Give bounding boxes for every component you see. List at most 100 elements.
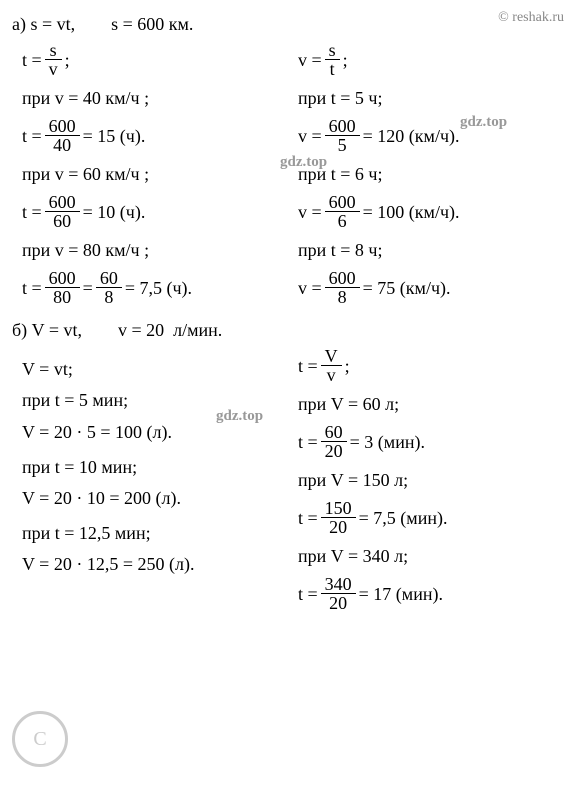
calc-t8: v = 600 8 = 75 (км/ч). — [298, 269, 451, 308]
calc-V340: t = 340 20 = 17 (мин). — [298, 575, 443, 614]
part-b-header: б) V = vt, v = 20 л/мин. — [12, 318, 564, 343]
given-t6: при t = 6 ч; — [298, 162, 564, 187]
lhs: v = — [298, 200, 322, 225]
suffix: ; — [343, 48, 348, 73]
numerator: 600 — [45, 193, 80, 212]
lhs: t = — [22, 48, 42, 73]
fraction: 600 80 — [45, 269, 80, 308]
watermark-reshak: © reshak.ru — [498, 8, 564, 28]
given-v80: при v = 80 км/ч ; — [22, 238, 278, 263]
given-t125min: при t = 12,5 мин; — [22, 521, 278, 546]
lhs: t = — [298, 430, 318, 455]
calc-V150: t = 150 20 = 7,5 (мин). — [298, 499, 447, 538]
mid: = — [83, 276, 93, 301]
fraction: s t — [325, 41, 340, 80]
denominator: v — [45, 60, 62, 80]
watermark-gdz-1: gdz.top — [280, 152, 327, 173]
result: = 17 (мин). — [359, 582, 443, 607]
denominator: 20 — [321, 518, 356, 538]
calc-v60: t = 600 60 = 10 (ч). — [22, 193, 145, 232]
fraction: 600 8 — [325, 269, 360, 308]
part-b-right-col: t = V v ; при V = 60 л; t = 60 20 = 3 (м… — [298, 347, 564, 620]
result: = 75 (км/ч). — [363, 276, 451, 301]
calc-t10min: V = 20 · 10 = 200 (л). — [22, 486, 278, 511]
calc-v40: t = 600 40 = 15 (ч). — [22, 117, 145, 156]
given-t5: при t = 5 ч; — [298, 86, 564, 111]
denominator: 80 — [45, 288, 80, 308]
lhs: t = — [298, 582, 318, 607]
fraction: 150 20 — [321, 499, 356, 538]
denominator: 20 — [321, 594, 356, 614]
numerator: s — [325, 41, 340, 60]
part-b-row: V = vt; при t = 5 мин; V = 20 · 5 = 100 … — [12, 347, 564, 620]
lhs: t = — [298, 506, 318, 531]
formula-v: v = s t ; — [298, 41, 348, 80]
denominator: 5 — [325, 136, 360, 156]
numerator: 60 — [321, 423, 347, 442]
part-b-left-col: V = vt; при t = 5 мин; V = 20 · 5 = 100 … — [12, 347, 278, 620]
lhs: t = — [22, 276, 42, 301]
calc-t5: v = 600 5 = 120 (км/ч). — [298, 117, 460, 156]
numerator: 600 — [45, 269, 80, 288]
fraction: 600 60 — [45, 193, 80, 232]
given-t8: при t = 8 ч; — [298, 238, 564, 263]
result: = 15 (ч). — [83, 124, 146, 149]
calc-v80: t = 600 80 = 60 8 = 7,5 (ч). — [22, 269, 192, 308]
result: = 3 (мин). — [350, 430, 425, 455]
denominator: 8 — [96, 288, 122, 308]
watermark-gdz-3: gdz.top — [216, 406, 263, 427]
result: = 7,5 (мин). — [359, 506, 448, 531]
numerator: 600 — [325, 269, 360, 288]
result: = 100 (км/ч). — [363, 200, 460, 225]
denominator: t — [325, 60, 340, 80]
part-a-right-col: v = s t ; при t = 5 ч; v = 600 5 = 120 (… — [298, 41, 564, 314]
numerator: 600 — [45, 117, 80, 136]
numerator: V — [321, 347, 342, 366]
fraction: V v — [321, 347, 342, 386]
denominator: 20 — [321, 442, 347, 462]
numerator: 600 — [325, 117, 360, 136]
given-v40: при v = 40 км/ч ; — [22, 86, 278, 111]
lhs: v = — [298, 276, 322, 301]
result: = 10 (ч). — [83, 200, 146, 225]
calc-t6: v = 600 6 = 100 (км/ч). — [298, 193, 460, 232]
suffix: ; — [345, 354, 350, 379]
part-a-left-col: t = s v ; при v = 40 км/ч ; t = 600 40 =… — [12, 41, 278, 314]
result: = 120 (км/ч). — [363, 124, 460, 149]
denominator: v — [321, 366, 342, 386]
numerator: s — [45, 41, 62, 60]
lhs: v = — [298, 124, 322, 149]
watermark-circle-icon: C — [12, 711, 68, 767]
lhs: v = — [298, 48, 322, 73]
numerator: 340 — [321, 575, 356, 594]
fraction: 340 20 — [321, 575, 356, 614]
numerator: 60 — [96, 269, 122, 288]
denominator: 60 — [45, 212, 80, 232]
calc-V60: t = 60 20 = 3 (мин). — [298, 423, 425, 462]
given-t10min: при t = 10 мин; — [22, 455, 278, 480]
calc-t125min: V = 20 · 12,5 = 250 (л). — [22, 552, 278, 577]
fraction: 600 5 — [325, 117, 360, 156]
denominator: 6 — [325, 212, 360, 232]
part-a-row: t = s v ; при v = 40 км/ч ; t = 600 40 =… — [12, 41, 564, 314]
given-v60: при v = 60 км/ч ; — [22, 162, 278, 187]
lhs: t = — [22, 200, 42, 225]
numerator: 600 — [325, 193, 360, 212]
result: = 7,5 (ч). — [125, 276, 192, 301]
lhs: t = — [298, 354, 318, 379]
fraction: 60 20 — [321, 423, 347, 462]
lhs: t = — [22, 124, 42, 149]
fraction: 600 40 — [45, 117, 80, 156]
denominator: 40 — [45, 136, 80, 156]
formula-V: V = vt; — [22, 357, 278, 382]
formula-t: t = s v ; — [22, 41, 70, 80]
denominator: 8 — [325, 288, 360, 308]
given-V150: при V = 150 л; — [298, 468, 564, 493]
given-V60: при V = 60 л; — [298, 392, 564, 417]
formula-tfrac: t = V v ; — [298, 347, 350, 386]
part-a-header: a) s = vt, s = 600 км. — [12, 12, 564, 37]
fraction: s v — [45, 41, 62, 80]
fraction: 60 8 — [96, 269, 122, 308]
numerator: 150 — [321, 499, 356, 518]
watermark-gdz-2: gdz.top — [460, 112, 507, 133]
